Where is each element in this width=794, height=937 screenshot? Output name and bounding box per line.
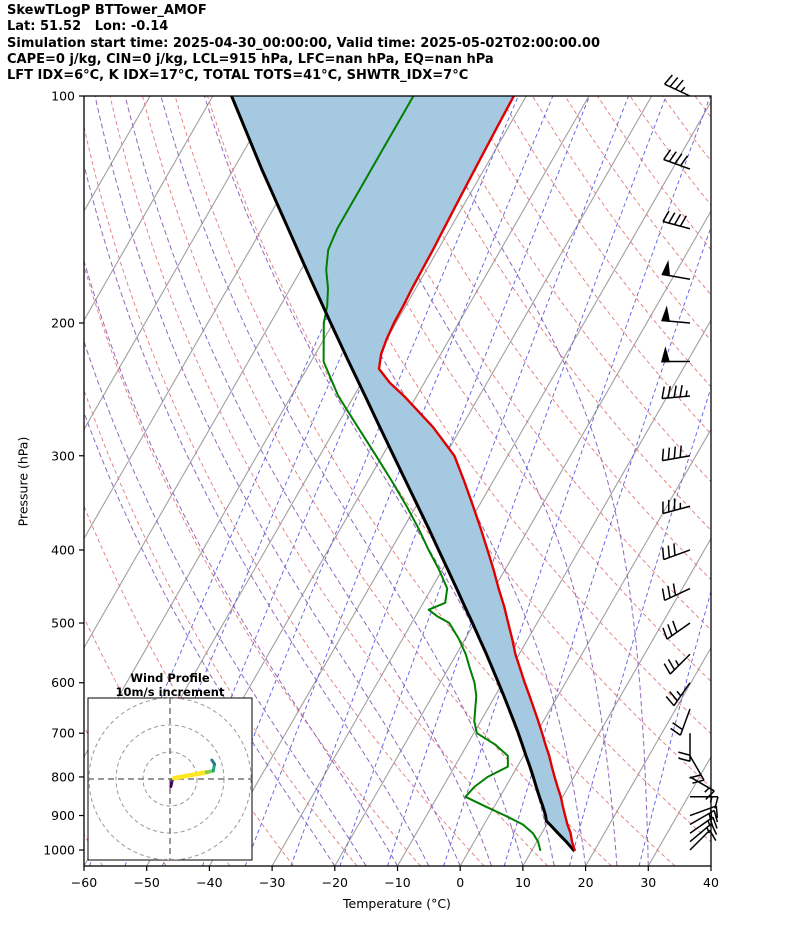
temperature-line xyxy=(377,96,576,852)
wind-barb xyxy=(661,543,691,561)
temperature-tick-label: −10 xyxy=(384,875,410,890)
wind-barb xyxy=(661,259,691,280)
wind-barb xyxy=(662,210,691,230)
temperature-tick-label: 40 xyxy=(703,875,719,890)
wind-barb xyxy=(670,708,691,736)
temperature-tick-label: −60 xyxy=(71,875,97,890)
wind-barb xyxy=(662,498,691,515)
hodograph-title-line2: 10m/s increment xyxy=(115,684,225,699)
chart-title: SkewTLogP BTTower_AMOF xyxy=(7,3,207,18)
wind-barb xyxy=(665,682,691,707)
wind-barb xyxy=(663,653,691,675)
wind-barb xyxy=(661,583,691,602)
temperature-tick-label: 20 xyxy=(578,875,594,890)
wind-barb xyxy=(689,776,715,800)
axis-ticks xyxy=(79,95,712,871)
pressure-tick-label: 500 xyxy=(51,616,75,631)
wind-barb xyxy=(689,805,719,821)
header-times: Simulation start time: 2025-04-30_00:00:… xyxy=(7,36,600,51)
wind-barb xyxy=(689,816,718,834)
wind-barb xyxy=(689,829,717,851)
pressure-tick-label: 400 xyxy=(51,542,75,557)
dewpoint-line xyxy=(322,96,542,851)
pressure-tick-label: 700 xyxy=(51,726,75,741)
temperature-tick-label: −40 xyxy=(196,875,222,890)
wind-barb xyxy=(678,733,691,762)
pressure-tick-label: 100 xyxy=(51,89,75,104)
y-axis-label: Pressure (hPa) xyxy=(15,436,31,527)
pressure-tick-label: 200 xyxy=(51,315,75,330)
header-cape-line: CAPE=0 j/kg, CIN=0 j/kg, LCL=915 hPa, LF… xyxy=(7,52,494,67)
pressure-tick-label: 600 xyxy=(51,675,75,690)
pressure-tick-label: 1000 xyxy=(43,843,75,858)
pressure-tick-label: 900 xyxy=(51,808,75,823)
pressure-tick-label: 800 xyxy=(51,769,75,784)
temperature-tick-label: 10 xyxy=(515,875,531,890)
hodograph-trace-segment xyxy=(210,758,217,766)
header-latlon: Lat: 51.52 Lon: -0.14 xyxy=(7,19,169,34)
wind-barb xyxy=(689,755,705,784)
temperature-tick-label: −50 xyxy=(134,875,160,890)
hodograph-trace-segment xyxy=(171,770,209,781)
x-axis-label: Temperature (°C) xyxy=(343,896,451,911)
wind-barb xyxy=(661,445,691,462)
wind-barb xyxy=(689,809,719,826)
wind-barb xyxy=(661,305,691,324)
temperature-tick-label: −20 xyxy=(322,875,348,890)
wind-barb xyxy=(661,384,691,400)
pressure-tick-label: 300 xyxy=(51,448,75,463)
header-indices-line: LFT IDX=6°C, K IDX=17°C, TOTAL TOTS=41°C… xyxy=(7,68,469,83)
wind-barb xyxy=(689,823,718,843)
wind-barb xyxy=(661,346,690,363)
temperature-tick-label: −30 xyxy=(259,875,285,890)
hodograph-inset xyxy=(87,697,253,861)
parcel-line xyxy=(230,96,575,852)
wind-barb xyxy=(690,796,719,809)
wind-barb xyxy=(664,74,691,97)
temperature-tick-label: 0 xyxy=(456,875,464,890)
temperature-tick-label: 30 xyxy=(640,875,656,890)
hodograph-title-line1: Wind Profile xyxy=(130,671,210,685)
wind-barb xyxy=(663,149,691,170)
hodograph-title: Wind Profile 10m/s increment xyxy=(90,671,250,699)
wind-barb xyxy=(662,620,691,640)
wind-barbs xyxy=(661,74,719,851)
